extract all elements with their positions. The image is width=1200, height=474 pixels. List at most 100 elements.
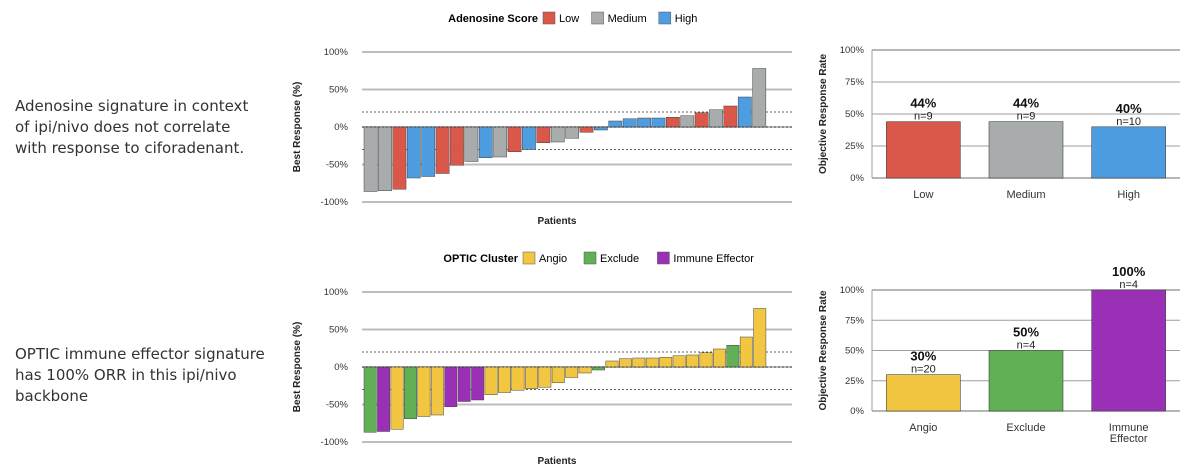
bar-patient-22 <box>645 357 659 368</box>
bar-patient-21 <box>632 357 646 368</box>
category-label-high: High <box>1117 189 1140 201</box>
bar-patient-19 <box>605 360 619 368</box>
bar-patient-18 <box>608 120 623 128</box>
waterfall-chart-optic: OPTIC Cluster Angio Exclude Immune Effector… <box>292 251 792 467</box>
bar-patient-25 <box>709 109 723 128</box>
orr-n-label-medium: n=9 <box>1017 111 1036 123</box>
bar-patient-4 <box>406 126 421 179</box>
y-axis-title: Best Response (%) <box>292 322 303 413</box>
bar-patient-10 <box>493 126 508 158</box>
bar-patient-15 <box>565 126 579 139</box>
bar-patient-30 <box>753 308 767 368</box>
y-tick-label: -50% <box>326 160 349 171</box>
orr-chart-adenosine: 100%75%50%25%0%44%n=9Low44%n=9Medium40%n… <box>818 45 1180 201</box>
bar-patient-21 <box>651 117 666 128</box>
y-tick-label: 50% <box>845 346 865 357</box>
y-tick-label: 100% <box>840 285 865 296</box>
legend-label-immune-effector: Immune Effector <box>673 253 754 265</box>
bar-patient-3 <box>390 366 404 430</box>
bar-patient-5 <box>417 366 431 417</box>
bar-patient-7 <box>444 366 458 407</box>
bar-patient-8 <box>457 366 471 402</box>
bar-patient-29 <box>739 336 753 368</box>
bar-patient-6 <box>430 366 444 416</box>
legend-label-medium: Medium <box>608 13 647 25</box>
orr-value-label-exclude: 50% <box>1013 325 1039 340</box>
y-tick-label: -100% <box>321 437 349 448</box>
bar-patient-4 <box>404 366 417 419</box>
bar-patient-6 <box>435 126 450 174</box>
bar-patient-25 <box>686 354 700 368</box>
bar-patient-7 <box>450 126 464 166</box>
y-axis-title: Best Response (%) <box>292 82 303 173</box>
orr-bar-exclude <box>988 350 1064 412</box>
y-tick-label: 50% <box>329 85 349 96</box>
bar-patient-15 <box>551 366 565 383</box>
orr-n-label-low: n=9 <box>914 111 933 123</box>
y-tick-label: 100% <box>840 45 865 56</box>
orr-value-label-angio: 30% <box>910 349 936 364</box>
orr-value-label-low: 44% <box>910 96 936 111</box>
orr-value-label-medium: 44% <box>1013 96 1039 111</box>
bar-patient-28 <box>726 345 740 368</box>
category-label-medium: Medium <box>1006 189 1045 201</box>
bar-patient-17 <box>594 126 608 131</box>
legend-title: OPTIC Cluster <box>443 253 518 265</box>
legend-swatch-medium <box>591 11 604 25</box>
bar-patient-17 <box>578 366 592 374</box>
y-tick-label: 75% <box>845 77 865 88</box>
bar-patient-27 <box>737 96 752 128</box>
description-adenosine: Adenosine signature in context of ipi/ni… <box>15 97 249 157</box>
orr-n-label-high: n=10 <box>1116 116 1141 128</box>
orr-n-label-immune-effector: n=4 <box>1119 279 1138 291</box>
bar-patient-24 <box>694 112 709 128</box>
category-label-low: Low <box>913 189 933 201</box>
bar-patient-23 <box>680 115 695 128</box>
legend-swatch-angio <box>522 251 536 265</box>
bar-patient-20 <box>618 358 632 368</box>
bar-patient-2 <box>377 366 391 432</box>
bar-patient-26 <box>723 105 738 128</box>
orr-value-label-immune-effector: 100% <box>1112 264 1146 279</box>
category-label-immune-effector: Immune <box>1109 422 1149 434</box>
orr-n-label-exclude: n=4 <box>1017 340 1036 352</box>
legend-label-high: High <box>675 13 698 25</box>
legend-label-low: Low <box>559 13 579 25</box>
category-label-immune-effector: Effector <box>1110 433 1148 445</box>
y-tick-label: 25% <box>845 141 865 152</box>
legend-swatch-immune-effector <box>657 251 670 265</box>
bar-patient-18 <box>592 366 605 371</box>
bar-patient-1 <box>363 366 377 433</box>
orr-bar-angio <box>886 374 961 412</box>
bar-patient-10 <box>484 366 498 395</box>
legend-swatch-exclude <box>583 251 597 265</box>
y-tick-label: 0% <box>334 362 348 373</box>
bar-patient-8 <box>464 126 479 162</box>
y-tick-label: 50% <box>329 325 349 336</box>
bar-patient-14 <box>538 366 552 388</box>
bar-patient-9 <box>478 126 493 158</box>
orr-chart-optic: 100%75%50%25%0%30%n=20Angio50%n=4Exclude… <box>818 264 1180 445</box>
category-label-exclude: Exclude <box>1006 422 1045 434</box>
bar-patient-13 <box>536 126 551 143</box>
bar-patient-9 <box>471 366 485 401</box>
legend-label-exclude: Exclude <box>600 253 639 265</box>
y-axis-title: Objective Response Rate <box>818 54 829 174</box>
orr-n-label-angio: n=20 <box>911 364 936 376</box>
legend-swatch-low <box>542 11 556 25</box>
bar-patient-22 <box>666 117 680 128</box>
bar-patient-12 <box>522 126 536 150</box>
y-tick-label: 100% <box>324 287 349 298</box>
bar-patient-13 <box>524 366 538 389</box>
legend-title: Adenosine Score <box>448 13 538 25</box>
description-optic: OPTIC immune effector signature has 100%… <box>15 345 265 405</box>
y-tick-label: 0% <box>850 406 864 417</box>
x-axis-title: Patients <box>538 456 577 467</box>
bar-patient-12 <box>511 366 525 391</box>
bar-patient-14 <box>550 126 565 143</box>
bar-patient-16 <box>579 126 594 133</box>
y-tick-label: -100% <box>321 197 349 208</box>
y-tick-label: 100% <box>324 47 349 58</box>
x-axis-title: Patients <box>538 216 577 227</box>
bar-patient-5 <box>421 126 436 177</box>
